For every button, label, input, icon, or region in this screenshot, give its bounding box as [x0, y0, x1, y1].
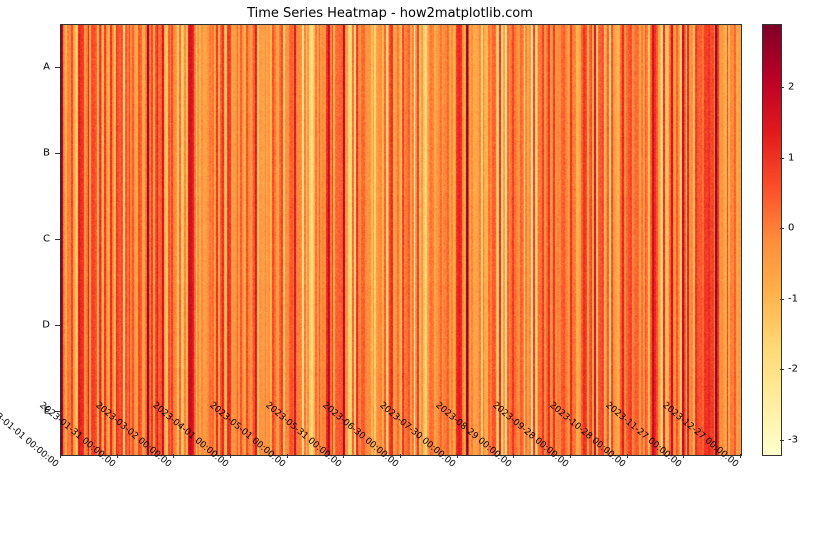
- x-tick-mark: [740, 454, 741, 458]
- colorbar: [762, 24, 782, 456]
- x-tick-mark: [60, 454, 61, 458]
- chart-title: Time Series Heatmap - how2matplotlib.com: [0, 6, 780, 21]
- colorbar-tick-label: -2: [788, 364, 798, 375]
- colorbar-tick-label: -3: [788, 434, 798, 445]
- x-tick-mark: [400, 454, 401, 458]
- y-tick-label: B: [43, 148, 50, 159]
- x-axis: 2023-01-01 00:00:002023-01-31 00:00:0020…: [60, 454, 740, 560]
- chart-container: Time Series Heatmap - how2matplotlib.com…: [0, 0, 840, 560]
- y-tick-mark: [55, 67, 60, 68]
- colorbar-tick-label: 2: [788, 82, 794, 93]
- colorbar-container: -3 -2 -1 0 1 2: [762, 24, 832, 454]
- x-tick-mark: [230, 454, 231, 458]
- y-axis: ABCDE: [0, 24, 60, 454]
- colorbar-tick-mark: [780, 87, 784, 88]
- colorbar-tick-label: 1: [788, 152, 794, 163]
- x-tick-mark: [287, 454, 288, 458]
- colorbar-tick-mark: [780, 158, 784, 159]
- colorbar-tick-mark: [780, 440, 784, 441]
- x-tick-mark: [627, 454, 628, 458]
- y-tick-mark: [55, 325, 60, 326]
- colorbar-tick-label: -1: [788, 293, 798, 304]
- y-tick-mark: [55, 239, 60, 240]
- x-tick-mark: [117, 454, 118, 458]
- colorbar-tick-mark: [780, 299, 784, 300]
- x-tick-mark: [570, 454, 571, 458]
- colorbar-tick-label: 0: [788, 223, 794, 234]
- colorbar-tick-mark: [780, 369, 784, 370]
- y-tick-label: D: [42, 320, 50, 331]
- colorbar-tick-mark: [780, 228, 784, 229]
- y-tick-mark: [55, 153, 60, 154]
- x-tick-mark: [173, 454, 174, 458]
- x-tick-mark: [683, 454, 684, 458]
- y-tick-label: C: [43, 234, 50, 245]
- x-tick-mark: [343, 454, 344, 458]
- heatmap-plot: [60, 24, 742, 456]
- x-tick-mark: [457, 454, 458, 458]
- y-tick-label: A: [43, 62, 50, 73]
- x-tick-mark: [513, 454, 514, 458]
